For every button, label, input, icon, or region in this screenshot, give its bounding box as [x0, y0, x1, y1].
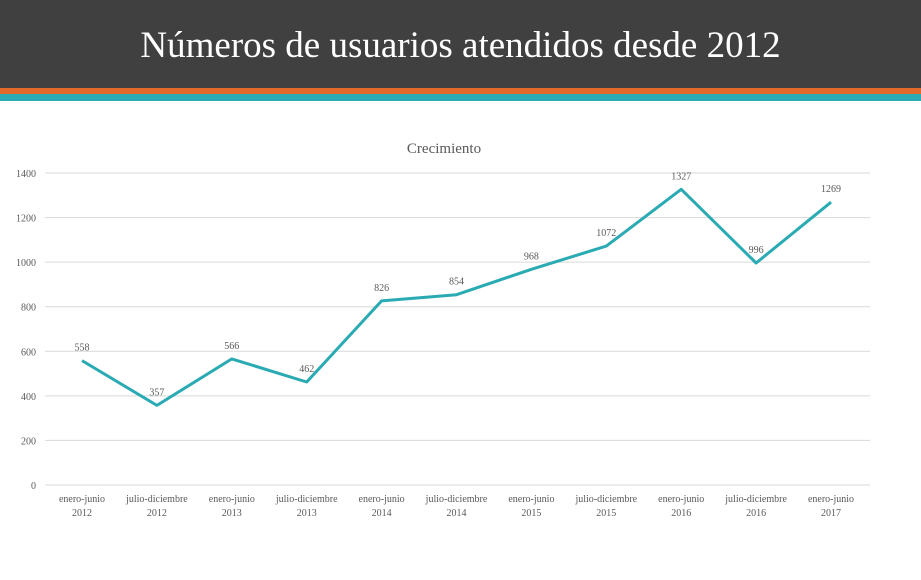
data-labels: 558 357 566 462 826 854 968 1072 1327 996 1269	[75, 171, 842, 398]
data-label: 1072	[596, 228, 616, 239]
x-tick-label: enero-junio 2014	[359, 494, 405, 519]
y-tick-label: 400	[21, 392, 36, 403]
accent-stripe-orange	[0, 88, 921, 94]
chart-title: Crecimiento	[407, 141, 481, 157]
data-label: 1327	[671, 171, 691, 182]
y-tick-label: 1200	[16, 214, 36, 225]
data-label: 357	[149, 387, 164, 398]
x-tick-label: enero-junio 2017	[808, 494, 854, 519]
data-label: 566	[224, 341, 239, 352]
x-tick-label: enero-junio 2015	[508, 494, 554, 519]
x-tick-label: julio-diciembre 2014	[425, 494, 488, 519]
y-tick-label: 1400	[16, 169, 36, 180]
accent-stripe-teal	[0, 94, 921, 101]
x-tick-label: enero-junio 2013	[209, 494, 255, 519]
series-line	[81, 187, 832, 407]
slide-title: Números de usuarios atendidos desde 2012	[140, 25, 781, 66]
data-label: 462	[299, 364, 314, 375]
series-layer	[81, 187, 832, 407]
y-tick-label: 0	[31, 481, 36, 492]
x-axis-ticks: enero-junio 2012 julio-diciembre 2012 enero-…	[59, 494, 854, 519]
data-label: 558	[75, 343, 90, 354]
data-label: 968	[524, 251, 539, 262]
y-tick-label: 200	[21, 436, 36, 447]
gridlines	[45, 172, 870, 486]
x-tick-label: julio-diciembre 2012	[125, 494, 188, 519]
y-axis-ticks: 0 200 400 600 800 1000 1200 1400	[16, 169, 36, 492]
y-tick-label: 1000	[16, 258, 36, 269]
x-tick-label: julio-diciembre 2016	[724, 494, 787, 519]
x-tick-label: enero-junio 2012	[59, 494, 105, 519]
y-tick-label: 600	[21, 347, 36, 358]
y-tick-label: 800	[21, 303, 36, 314]
data-label: 854	[449, 277, 464, 288]
data-label: 826	[374, 283, 389, 294]
x-tick-label: enero-junio 2016	[658, 494, 704, 519]
x-tick-label: julio-diciembre 2013	[275, 494, 338, 519]
data-label: 1269	[821, 184, 841, 195]
title-banner: Números de usuarios atendidos desde 2012	[0, 0, 921, 88]
data-label: 996	[749, 245, 764, 256]
x-tick-label: julio-diciembre 2015	[574, 494, 637, 519]
